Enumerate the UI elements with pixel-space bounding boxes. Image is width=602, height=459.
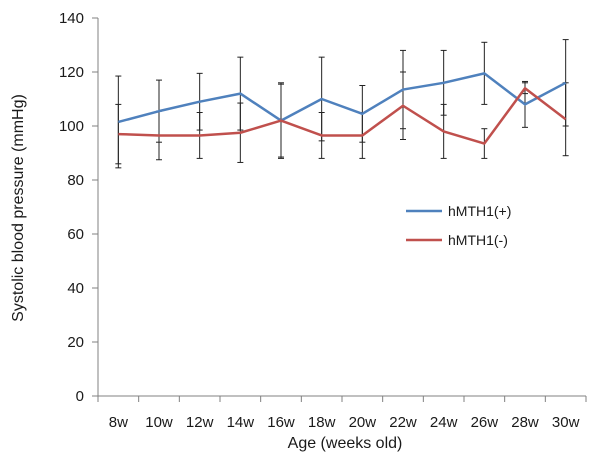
y-tick-label: 140: [59, 10, 84, 27]
axes: [97, 18, 586, 397]
x-tick-label: 28w: [511, 414, 539, 431]
x-tick-label: 24w: [430, 414, 458, 431]
x-tick-label: 20w: [349, 414, 377, 431]
y-axis-title: Systolic blood pressure (mmHg): [10, 94, 27, 322]
series-line-hmth1-minus: [118, 86, 567, 145]
y-axis-ticks: 0 20 40 60 80 100 120 140: [59, 10, 98, 405]
x-tick-label: 30w: [552, 414, 580, 431]
y-tick-label: 100: [59, 118, 84, 135]
x-tick-label: 18w: [308, 414, 336, 431]
x-axis-title: Age (weeks old): [288, 435, 403, 452]
x-tick-label: 26w: [471, 414, 499, 431]
y-tick-label: 0: [76, 388, 84, 405]
series-line-hmth1-plus: [118, 72, 567, 124]
x-tick-label: 16w: [267, 414, 295, 431]
y-tick-label: 80: [67, 172, 84, 189]
series-lines: [118, 72, 567, 145]
y-tick-label: 120: [59, 64, 84, 81]
x-tick-label: 14w: [227, 414, 255, 431]
error-bars: [115, 39, 569, 169]
y-tick-label: 20: [67, 334, 84, 351]
x-tick-label: 10w: [145, 414, 173, 431]
legend-label-hmth1-minus: hMTH1(-): [448, 232, 508, 248]
legend: hMTH1(+) hMTH1(-): [406, 203, 511, 248]
legend-label-hmth1-plus: hMTH1(+): [448, 203, 511, 219]
x-tick-label: 22w: [389, 414, 417, 431]
x-axis-ticks: 8w 10w 12w 14w 16w 18w 20w 22w 24w 26w 28w 30w: [97, 396, 587, 431]
y-tick-label: 40: [67, 280, 84, 297]
x-tick-label: 8w: [109, 414, 128, 431]
x-tick-label: 12w: [186, 414, 214, 431]
y-tick-label: 60: [67, 226, 84, 243]
